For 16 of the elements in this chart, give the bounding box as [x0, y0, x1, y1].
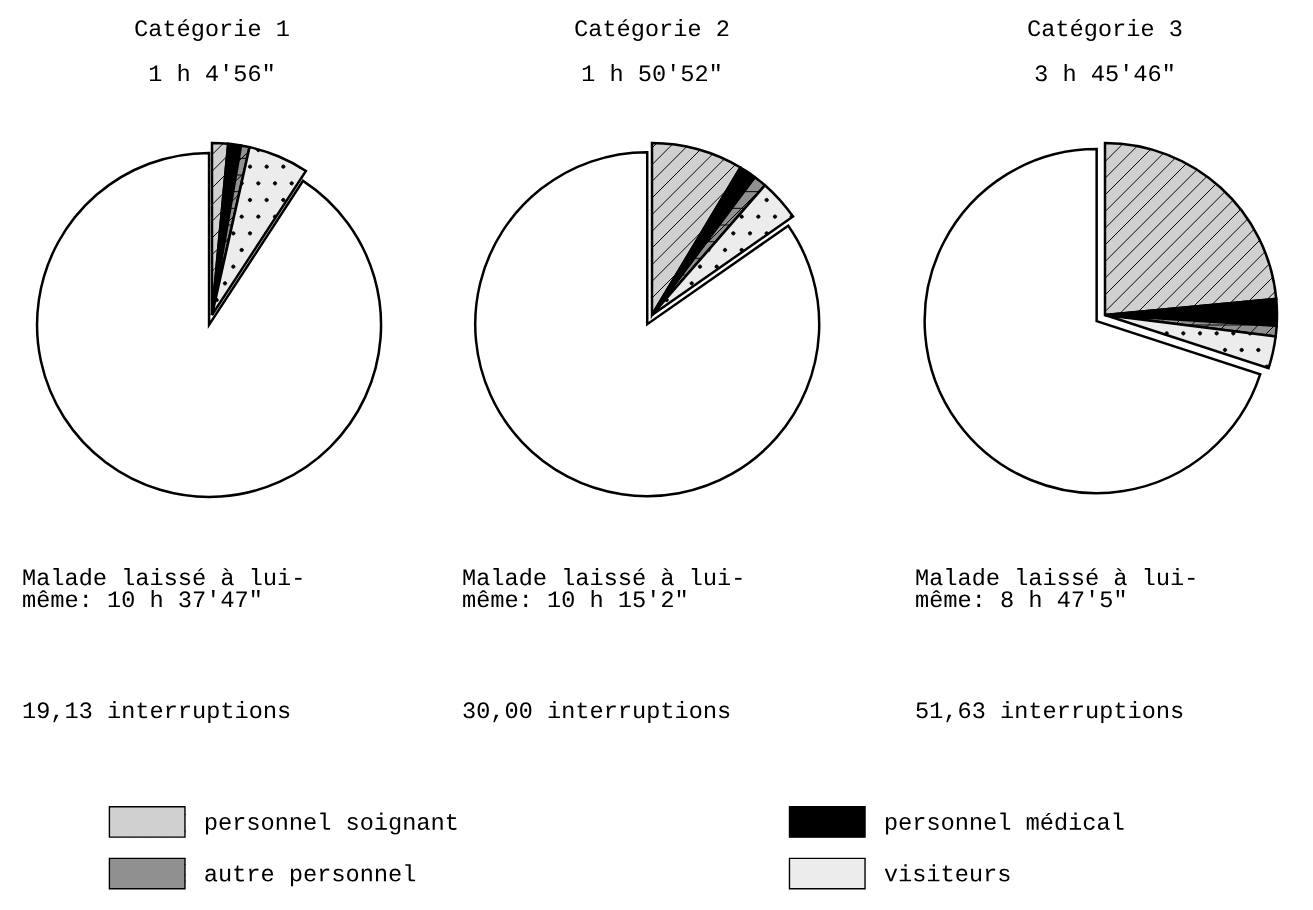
chart-title: Catégorie 3	[1028, 19, 1182, 41]
legend-label: autre personnel	[205, 864, 416, 887]
legend-label: visiteurs	[884, 864, 1010, 882]
text: Malade laissé à lui- même: 10 h 15'2"	[463, 567, 742, 608]
text: Malade laissé à lui- même: 8 h 47'5"	[916, 567, 1195, 608]
chart-subtitle: 3 h 45'46"	[1035, 64, 1173, 82]
text: 30,00 interruptions	[463, 700, 730, 724]
chart-title: Catégorie 2	[575, 19, 729, 41]
legend-label: personnel soignant	[205, 812, 457, 835]
chart-title: Catégorie 1	[135, 19, 289, 41]
text: 19,13 interruptions	[23, 700, 290, 724]
text: Malade laissé à lui- même: 10 h 37'47"	[23, 567, 302, 608]
legend-label: personnel médical	[885, 812, 1124, 835]
chart-subtitle: 1 h 4'56"	[149, 64, 273, 82]
chart-subtitle: 1 h 50'52"	[582, 64, 720, 82]
text: 51,63 interruptions	[916, 700, 1183, 724]
